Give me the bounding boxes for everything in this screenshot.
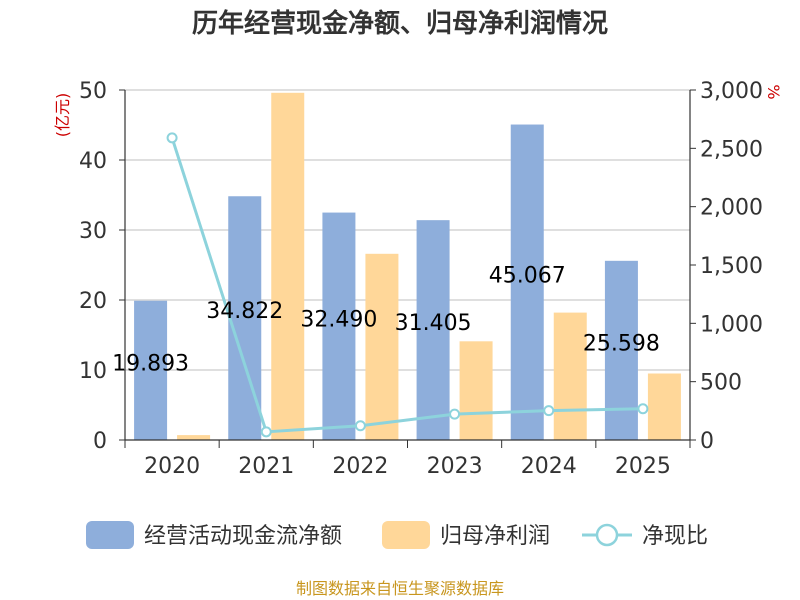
ratio-point (637, 403, 649, 415)
axes: 0102030405005001,0001,5002,0002,5003,000… (79, 79, 763, 479)
bar-net-profit (177, 435, 211, 440)
x-tick-label: 2021 (238, 454, 294, 479)
bar-net-profit (365, 253, 399, 440)
data-label: 34.822 (206, 299, 283, 324)
y-left-tick-label: 10 (79, 359, 107, 384)
data-label: 19.893 (112, 351, 189, 376)
x-tick-label: 2025 (615, 454, 671, 479)
ratio-polyline (170, 137, 643, 434)
data-label: 45.067 (489, 263, 566, 288)
y-right-tick-label: 500 (700, 371, 742, 396)
bar-net-profit (553, 312, 587, 440)
bar-cashflow (322, 212, 356, 440)
legend-label-cashflow: 经营活动现金流净额 (144, 524, 342, 549)
data-label: 31.405 (395, 311, 472, 336)
legend-swatch-ratio-marker (595, 523, 619, 547)
gridlines (125, 89, 690, 371)
left-axis-unit: (亿元) (53, 93, 72, 138)
x-tick-label: 2024 (521, 454, 577, 479)
bar-cashflow (510, 124, 544, 440)
y-right-tick-label: 1,500 (700, 254, 763, 279)
ratio-point (449, 408, 461, 420)
y-right-tick-label: 2,500 (700, 137, 763, 162)
y-left-tick-label: 40 (79, 149, 107, 174)
right-axis-unit: % (764, 84, 783, 99)
ratio-point (354, 420, 366, 432)
data-label: 32.490 (300, 307, 377, 332)
bar-net-profit (459, 341, 493, 440)
y-left-tick-label: 0 (93, 429, 107, 454)
x-tick-label: 2023 (427, 454, 483, 479)
y-left-tick-label: 30 (79, 219, 107, 244)
data-labels: 19.893 34.822 32.490 31.405 45.067 25.598 (112, 263, 660, 376)
ratio-point (260, 426, 272, 438)
data-label: 25.598 (583, 331, 660, 356)
y-right-tick-label: 0 (700, 429, 714, 454)
legend-label-net-profit: 归母净利润 (440, 524, 550, 549)
bar-cashflow (134, 300, 168, 440)
bars (134, 92, 681, 441)
legend: 经营活动现金流净额 归母净利润 净现比 (86, 521, 708, 549)
y-right-tick-label: 3,000 (700, 79, 763, 104)
y-right-tick-label: 1,000 (700, 312, 763, 337)
x-tick-label: 2020 (144, 454, 200, 479)
legend-swatch-net-profit (382, 521, 430, 549)
bar-cashflow (416, 220, 450, 440)
source-note: 制图数据来自恒生聚源数据库 (296, 579, 504, 598)
chart-title: 历年经营现金净额、归母净利润情况 (192, 8, 608, 39)
ratio-point (166, 132, 178, 144)
ratio-point (543, 405, 555, 417)
legend-swatch-cashflow (86, 521, 134, 549)
y-right-tick-label: 2,000 (700, 196, 763, 221)
bar-net-profit (647, 373, 681, 440)
ratio-line (166, 132, 649, 438)
y-left-tick-label: 50 (79, 79, 107, 104)
legend-label-ratio: 净现比 (642, 524, 708, 549)
bar-net-profit (271, 92, 305, 441)
x-tick-label: 2022 (332, 454, 388, 479)
y-left-tick-label: 20 (79, 289, 107, 314)
